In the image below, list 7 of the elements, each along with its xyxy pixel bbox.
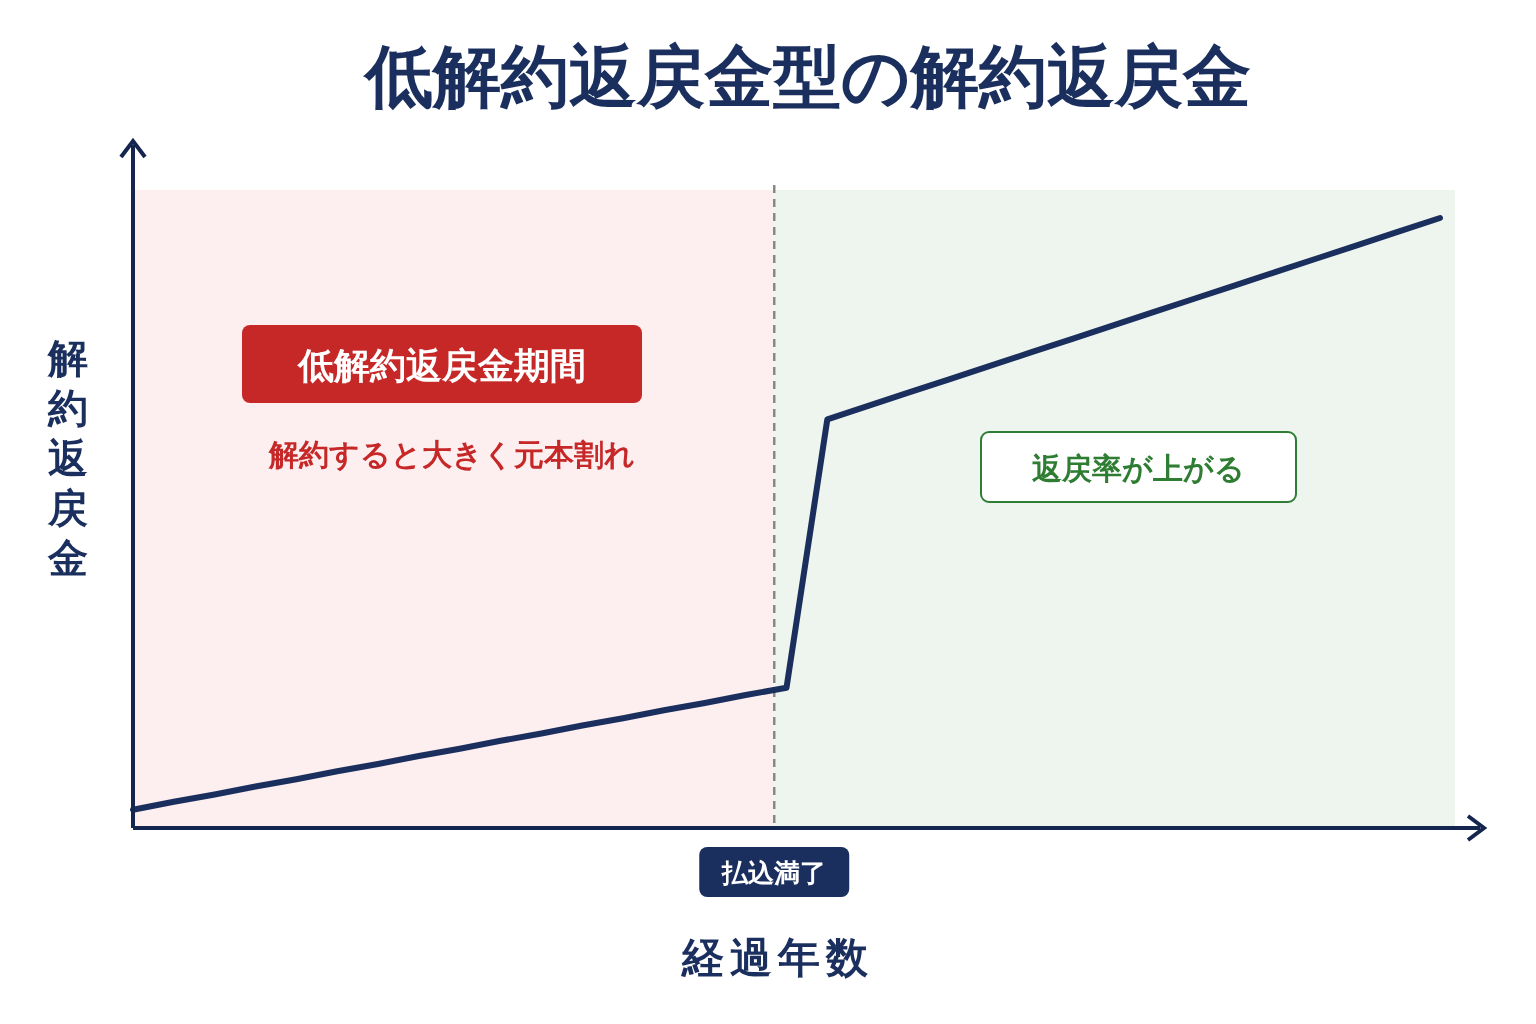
- text: 払込満了: [721, 858, 827, 888]
- chart-title: 低解約返戻金型の解約返戻金: [362, 37, 1251, 116]
- annotation: 返戻率が上がる: [1031, 451, 1245, 486]
- annotation: 低解約返戻金期間: [296, 345, 586, 386]
- annotation: 解約すると大きく元本割れ: [268, 437, 635, 472]
- y-axis-title: 解約返戻金: [47, 335, 88, 581]
- x-axis-title: 経過年数: [680, 933, 874, 982]
